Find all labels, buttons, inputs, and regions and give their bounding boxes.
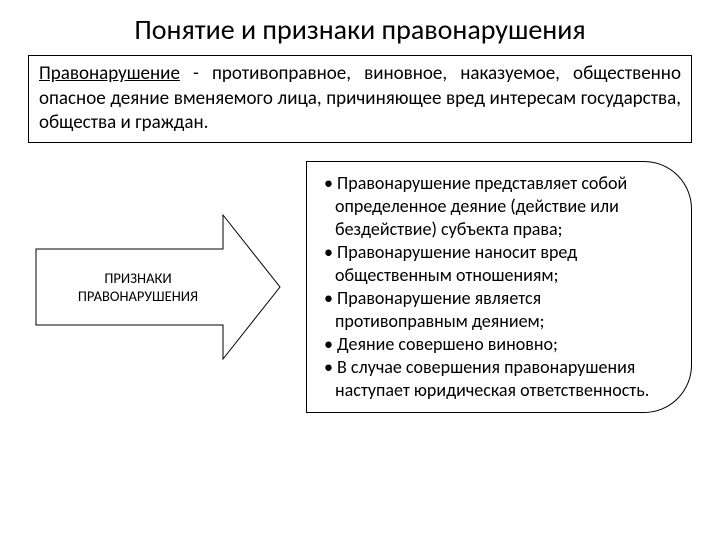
arrow-label: ПРИЗНАКИ ПРАВОНАРУШЕНИЯ	[28, 269, 228, 305]
list-item: Правонарушение наносит вред общественным…	[319, 241, 671, 287]
arrow-container: ПРИЗНАКИ ПРАВОНАРУШЕНИЯ	[28, 161, 288, 413]
list-item: Правонарушение представляет собой опреде…	[319, 172, 671, 241]
list-item: Деяние совершено виновно;	[319, 333, 671, 356]
definition-term: Правонарушение	[39, 62, 180, 85]
bullets-box: Правонарушение представляет собой опреде…	[306, 161, 692, 413]
list-item: Правонарушение является противоправным д…	[319, 287, 671, 333]
bullets-list: Правонарушение представляет собой опреде…	[319, 172, 671, 402]
definition-box: Правонарушение - противоправное, виновно…	[28, 55, 692, 143]
list-item: В случае совершения правонарушения насту…	[319, 356, 671, 402]
slide-title: Понятие и признаки правонарушения	[0, 0, 720, 55]
bottom-area: ПРИЗНАКИ ПРАВОНАРУШЕНИЯ Правонарушение п…	[28, 161, 692, 413]
